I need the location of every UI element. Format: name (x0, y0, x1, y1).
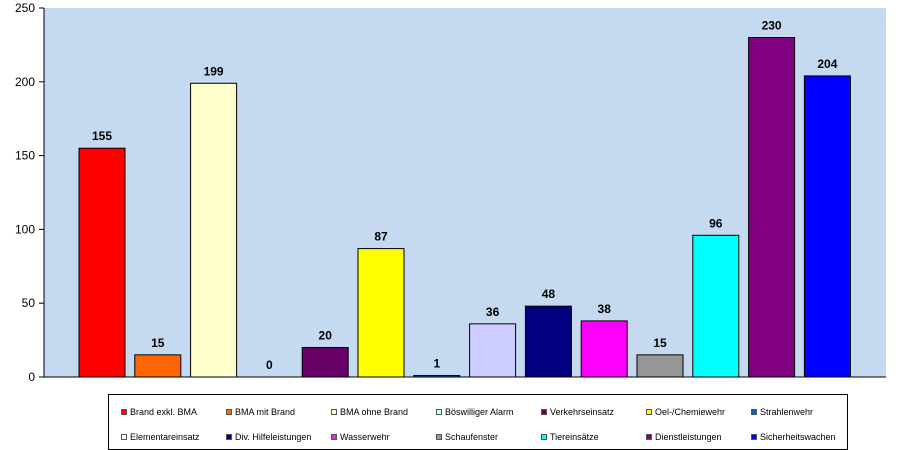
legend-item: Wasserwehr (331, 430, 390, 444)
y-tick-label: 0 (28, 370, 35, 384)
legend-label: Elementareinsatz (130, 432, 200, 442)
bar-value-label: 15 (151, 336, 165, 350)
legend-item: Elementareinsatz (121, 430, 200, 444)
y-tick-label: 200 (15, 75, 35, 89)
bars-group (44, 37, 886, 378)
value-labels-group: 155 15 199 0 20 87 1 36 48 38 15 96 230 204 (92, 19, 838, 372)
bar-value-label: 204 (817, 57, 837, 71)
bar-tiereins-tze (692, 234, 740, 378)
legend-item: Div. Hilfeleistungen (226, 430, 311, 444)
legend-item: Strahlenwehr (751, 405, 813, 419)
legend-label: Verkehrseinsatz (550, 407, 615, 417)
legend-item: Verkehrseinsatz (541, 405, 614, 419)
y-tick-label: 100 (15, 222, 35, 236)
legend-label: Wasserwehr (340, 432, 390, 442)
bar-verkehrseinsatz (301, 346, 349, 378)
legend-swatch (121, 409, 127, 415)
y-tick-label: 250 (15, 1, 35, 15)
bar-sicherheitswachen (803, 75, 851, 378)
legend: Brand exkl. BMA BMA mit Brand BMA ohne Bra… (108, 394, 848, 450)
legend-item: Schaufenster (436, 430, 498, 444)
y-tick-label: 50 (22, 296, 36, 310)
bar-bma-mit-brand (134, 354, 182, 378)
legend-item: BMA mit Brand (226, 405, 295, 419)
bar-value-label: 199 (204, 64, 224, 78)
bar-wasserwehr (580, 320, 628, 378)
legend-swatch (226, 409, 232, 415)
legend-item: Tiereinsätze (541, 430, 599, 444)
legend-swatch (331, 434, 337, 440)
legend-item: Böswilliger Alarm (436, 405, 514, 419)
legend-label: Böswilliger Alarm (445, 407, 514, 417)
legend-swatch (751, 409, 757, 415)
bar-value-label: 87 (374, 230, 388, 244)
bar-elementareinsatz (469, 323, 517, 378)
bar-value-label: 1 (433, 357, 440, 371)
bar-value-label: 20 (319, 328, 333, 342)
legend-label: Tiereinsätze (550, 432, 599, 442)
bar-oel-chemiewehr (357, 248, 405, 378)
legend-label: Strahlenwehr (760, 407, 814, 417)
legend-label: Oel-/Chemiewehr (655, 407, 726, 417)
bar-value-label: 48 (542, 287, 556, 301)
bar-dienstleistungen (748, 37, 796, 378)
legend-label: Schaufenster (445, 432, 499, 442)
y-axis: 0 50 100 150 200 250 (15, 1, 45, 384)
bar-schaufenster (636, 354, 684, 378)
bar-value-label: 15 (653, 336, 667, 350)
bar-value-label: 38 (598, 302, 612, 316)
bar-bma-ohne-brand (190, 82, 238, 378)
legend-item: Sicherheitswachen (751, 430, 836, 444)
bar-div-hilfeleistungen (524, 305, 572, 378)
legend-swatch (751, 434, 757, 440)
legend-label: Sicherheitswachen (760, 432, 836, 442)
legend-swatch (646, 409, 652, 415)
legend-item: Oel-/Chemiewehr (646, 405, 725, 419)
legend-label: BMA ohne Brand (340, 407, 409, 417)
legend-item: Dienstleistungen (646, 430, 722, 444)
legend-label: Div. Hilfeleistungen (235, 432, 312, 442)
legend-swatch (436, 434, 442, 440)
y-tick-label: 150 (15, 149, 35, 163)
bar-value-label: 96 (709, 216, 723, 230)
legend-label: Brand exkl. BMA (130, 407, 198, 417)
plot-area (44, 8, 886, 377)
bar-value-label: 36 (486, 305, 500, 319)
bar-value-label: 0 (266, 358, 273, 372)
legend-swatch (646, 434, 652, 440)
chart-canvas: 0 50 100 150 200 250 155 15 199 0 20 87 1 36 48 38 15 96… (15, 1, 886, 384)
legend-label: Dienstleistungen (655, 432, 722, 442)
legend-swatch (541, 409, 547, 415)
legend-item: BMA ohne Brand (331, 405, 408, 419)
legend-swatch (541, 434, 547, 440)
legend-swatch (436, 409, 442, 415)
legend-label: BMA mit Brand (235, 407, 296, 417)
legend-item: Brand exkl. BMA (121, 405, 197, 419)
legend-swatch (226, 434, 232, 440)
bar-value-label: 155 (92, 129, 112, 143)
legend-swatch (331, 409, 337, 415)
bar-brand-exkl-bma (78, 147, 126, 378)
bar-value-label: 230 (762, 19, 782, 33)
legend-swatch (121, 434, 127, 440)
